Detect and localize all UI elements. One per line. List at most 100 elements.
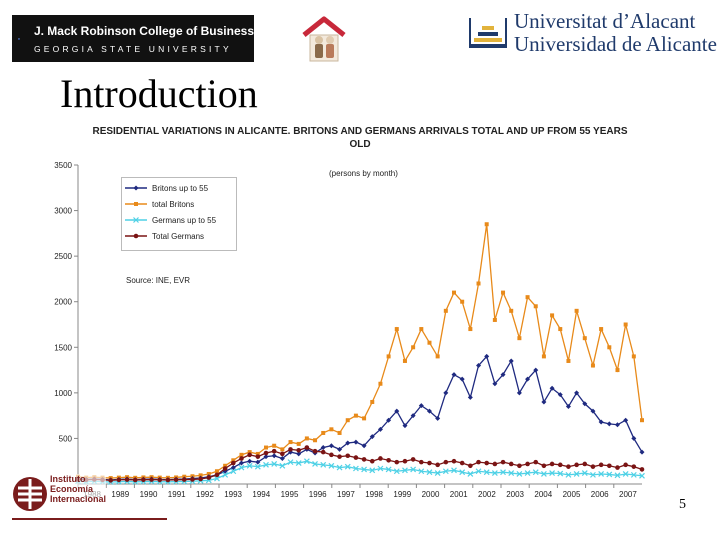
- data-point: [329, 427, 334, 432]
- data-point: [443, 390, 449, 396]
- data-point: [476, 459, 481, 465]
- data-point: [639, 449, 645, 455]
- data-point: [386, 417, 392, 423]
- data-point: [173, 477, 179, 483]
- data-point: [385, 466, 392, 473]
- data-point: [361, 466, 368, 473]
- data-point: [525, 295, 530, 300]
- data-point: [540, 471, 547, 477]
- data-point: [410, 413, 416, 419]
- data-point: [557, 470, 564, 477]
- data-point: [566, 358, 571, 363]
- data-point: [223, 463, 228, 468]
- data-point: [459, 460, 465, 466]
- series-total-germans: [75, 445, 645, 483]
- data-point: [443, 308, 448, 313]
- chart-legend: Britons up to 55 total Britons Germans up …: [121, 177, 237, 251]
- data-point: [394, 408, 400, 414]
- legend-swatch-marker: [133, 217, 139, 223]
- data-point: [623, 462, 628, 468]
- x-axis: 1988198919901991199219931994199519961997…: [77, 483, 642, 499]
- series-line: [77, 224, 643, 479]
- data-point: [378, 381, 383, 386]
- data-point: [402, 458, 408, 464]
- data-point: [508, 461, 514, 467]
- data-point: [639, 467, 645, 472]
- legend-swatch: [125, 217, 147, 223]
- data-point: [467, 471, 474, 477]
- gsu-logo-line1: J. Mack Robinson College of Business: [33, 23, 254, 38]
- data-point: [508, 470, 515, 476]
- data-point: [345, 440, 351, 446]
- data-point: [369, 458, 375, 464]
- data-point: [574, 390, 580, 396]
- data-point: [411, 345, 416, 350]
- data-point: [279, 462, 286, 469]
- x-tick-label: 2003: [506, 490, 524, 499]
- data-point: [525, 461, 530, 467]
- data-point: [410, 466, 417, 473]
- data-point: [550, 313, 555, 318]
- data-point: [181, 477, 187, 482]
- data-point: [239, 452, 244, 457]
- page-number: 5: [679, 497, 686, 512]
- data-point: [336, 464, 343, 471]
- data-point: [599, 327, 604, 332]
- series-line: [77, 446, 643, 482]
- data-point: [443, 459, 449, 465]
- iei-line2: Economía: [50, 484, 94, 494]
- legend-swatch: [125, 202, 147, 206]
- legend-item: Total Germans: [122, 228, 236, 244]
- data-point: [377, 426, 383, 432]
- x-tick-label: 2006: [591, 490, 609, 499]
- iei-underline: [12, 518, 167, 520]
- data-point: [590, 363, 595, 368]
- data-point: [631, 435, 637, 441]
- data-point: [524, 470, 531, 476]
- data-point: [206, 475, 212, 480]
- legend-swatch-marker: [134, 202, 138, 206]
- data-point: [590, 408, 596, 414]
- data-point: [476, 281, 481, 286]
- x-tick-label: 1994: [252, 490, 270, 499]
- data-point: [484, 222, 489, 227]
- source-note: Source: INE, EVR: [126, 276, 191, 285]
- ua-logo-line2: Universidad de Alicante: [514, 32, 717, 56]
- data-point: [533, 459, 539, 465]
- iei-line1: Instituto: [50, 474, 86, 484]
- house-with-couple-icon: [302, 16, 346, 62]
- y-tick-label: 2500: [54, 252, 72, 261]
- data-point: [165, 477, 171, 483]
- x-tick-label: 1992: [196, 490, 214, 499]
- data-point: [492, 317, 497, 322]
- data-point: [516, 471, 523, 477]
- data-point: [484, 460, 489, 466]
- data-point: [296, 447, 301, 453]
- data-point: [565, 471, 572, 478]
- data-point: [263, 454, 269, 460]
- data-point: [230, 468, 237, 475]
- data-point: [312, 448, 318, 454]
- data-point: [378, 456, 383, 461]
- legend-swatch-marker: [133, 233, 139, 239]
- data-point: [288, 440, 293, 445]
- data-point: [263, 461, 269, 468]
- x-tick-label: 1989: [111, 490, 129, 499]
- data-point: [557, 462, 563, 468]
- data-point: [533, 304, 538, 309]
- data-point: [386, 458, 391, 463]
- iei-emblem-icon: [13, 477, 47, 511]
- data-point: [582, 461, 588, 467]
- data-point: [369, 434, 375, 440]
- data-point: [214, 472, 220, 478]
- data-point: [491, 470, 498, 476]
- x-tick-label: 1991: [168, 490, 186, 499]
- chart-title: RESIDENTIAL VARIATIONS IN ALICANTE. BRIT…: [92, 126, 628, 150]
- data-point: [451, 467, 457, 474]
- data-point: [288, 447, 293, 452]
- data-point: [280, 447, 285, 452]
- data-point: [435, 354, 440, 359]
- data-point: [483, 469, 490, 476]
- data-point: [500, 372, 506, 378]
- data-point: [247, 452, 252, 458]
